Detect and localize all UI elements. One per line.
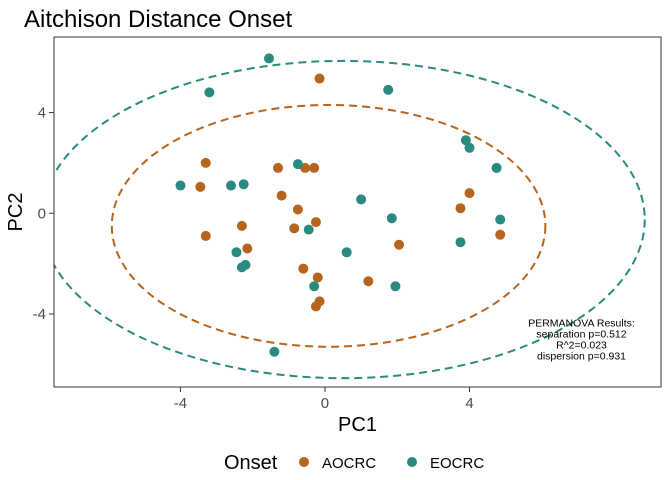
point-aocrc [309, 162, 320, 173]
y-tick-label: -4 [33, 306, 46, 323]
point-eocrc [495, 214, 506, 225]
x-tick-label: 0 [321, 395, 329, 412]
y-axis: -4 0 4 [33, 105, 54, 323]
point-eocrc [226, 180, 237, 191]
point-eocrc [292, 159, 303, 170]
plot-area [54, 53, 646, 380]
point-aocrc [314, 73, 325, 84]
point-eocrc [341, 247, 352, 258]
point-eocrc [309, 281, 320, 292]
point-eocrc [460, 135, 471, 146]
point-eocrc [236, 262, 247, 273]
x-tick-label: 4 [465, 395, 473, 412]
point-aocrc [195, 181, 206, 192]
point-eocrc [386, 213, 397, 224]
point-eocrc [464, 142, 475, 153]
point-eocrc [231, 247, 242, 258]
x-tick-label: -4 [174, 395, 187, 412]
point-aocrc [495, 229, 506, 240]
chart-title: Aitchison Distance Onset [24, 6, 292, 33]
legend-key-aocrc [299, 457, 309, 467]
point-eocrc [383, 84, 394, 95]
confidence-ellipse-aocrc [110, 103, 547, 348]
point-eocrc [390, 281, 401, 292]
point-aocrc [363, 276, 374, 287]
point-aocrc [289, 223, 300, 234]
point-aocrc [310, 217, 321, 228]
legend: Onset AOCRC EOCRC [224, 452, 484, 474]
point-eocrc [204, 87, 215, 98]
point-eocrc [263, 53, 274, 64]
point-aocrc [310, 301, 321, 312]
point-eocrc [269, 346, 280, 357]
confidence-ellipse-eocrc [54, 59, 646, 380]
permanova-annotation: PERMANOVA Results:separation p=0.512R^2=… [528, 318, 635, 363]
point-eocrc [238, 179, 249, 190]
y-tick-label: 4 [38, 105, 46, 122]
point-eocrc [491, 162, 502, 173]
legend-label-eocrc: EOCRC [430, 455, 484, 472]
legend-title: Onset [224, 452, 278, 474]
legend-key-eocrc [407, 457, 417, 467]
point-aocrc [312, 272, 323, 283]
x-axis-label: PC1 [338, 414, 377, 436]
point-eocrc [455, 237, 466, 248]
point-aocrc [200, 230, 211, 241]
point-aocrc [273, 162, 284, 173]
point-eocrc [175, 180, 186, 191]
y-axis-label: PC2 [5, 193, 27, 232]
point-aocrc [394, 239, 405, 250]
annotation-line: R^2=0.023 [556, 340, 607, 352]
point-aocrc [464, 188, 475, 199]
x-axis: -4 0 4 [174, 387, 474, 412]
legend-label-aocrc: AOCRC [322, 455, 376, 472]
point-aocrc [455, 203, 466, 214]
point-aocrc [298, 263, 309, 274]
annotation-line: PERMANOVA Results: [528, 318, 635, 330]
point-aocrc [236, 220, 247, 231]
panel-border [53, 36, 662, 388]
point-eocrc [303, 224, 314, 235]
y-tick-label: 0 [38, 205, 46, 222]
annotation-line: separation p=0.512 [536, 329, 626, 341]
point-aocrc [292, 204, 303, 215]
point-aocrc [200, 157, 211, 168]
point-eocrc [356, 194, 367, 205]
point-aocrc [242, 243, 253, 254]
point-aocrc [276, 190, 287, 201]
annotation-line: dispersion p=0.931 [537, 351, 626, 363]
